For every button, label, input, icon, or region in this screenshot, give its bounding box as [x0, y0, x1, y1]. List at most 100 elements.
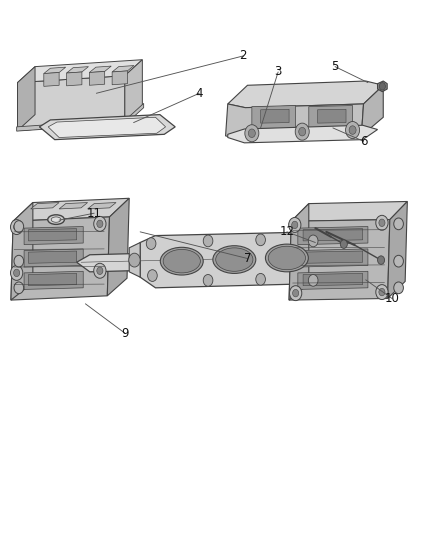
Ellipse shape: [51, 217, 61, 222]
Ellipse shape: [265, 244, 308, 272]
Polygon shape: [388, 201, 407, 298]
Polygon shape: [289, 220, 390, 300]
Circle shape: [378, 256, 385, 264]
Polygon shape: [44, 72, 59, 86]
Circle shape: [148, 270, 157, 281]
Polygon shape: [309, 106, 353, 129]
Circle shape: [94, 216, 106, 231]
Polygon shape: [48, 117, 166, 138]
Circle shape: [295, 123, 309, 140]
Polygon shape: [318, 109, 346, 123]
Polygon shape: [298, 227, 368, 245]
Text: 10: 10: [385, 292, 399, 305]
Circle shape: [245, 125, 259, 142]
Polygon shape: [129, 243, 140, 277]
Circle shape: [308, 235, 318, 247]
Polygon shape: [28, 273, 77, 286]
Circle shape: [14, 221, 24, 232]
Circle shape: [379, 219, 385, 227]
Text: 11: 11: [87, 207, 102, 220]
Circle shape: [97, 267, 103, 274]
Circle shape: [146, 238, 156, 249]
Ellipse shape: [215, 248, 253, 271]
Polygon shape: [31, 203, 59, 209]
Circle shape: [289, 217, 301, 232]
Polygon shape: [24, 271, 83, 289]
Polygon shape: [18, 76, 125, 131]
Polygon shape: [67, 72, 82, 86]
Polygon shape: [303, 229, 363, 241]
Polygon shape: [261, 109, 289, 123]
Polygon shape: [298, 271, 368, 289]
Polygon shape: [303, 251, 363, 263]
Polygon shape: [361, 85, 383, 136]
Polygon shape: [303, 273, 363, 286]
Circle shape: [379, 288, 385, 296]
Polygon shape: [298, 249, 368, 267]
Circle shape: [11, 220, 23, 235]
Text: 3: 3: [275, 66, 282, 78]
Text: 12: 12: [279, 225, 294, 238]
Circle shape: [394, 282, 403, 294]
Polygon shape: [24, 227, 83, 245]
Circle shape: [290, 286, 302, 301]
Polygon shape: [17, 103, 144, 131]
Circle shape: [14, 282, 24, 294]
Circle shape: [94, 263, 106, 278]
Circle shape: [340, 240, 347, 248]
Polygon shape: [252, 106, 296, 129]
Polygon shape: [226, 104, 364, 140]
Circle shape: [14, 223, 20, 231]
Polygon shape: [24, 249, 83, 267]
Ellipse shape: [160, 247, 203, 275]
Circle shape: [293, 289, 299, 297]
Text: 6: 6: [360, 135, 367, 148]
Circle shape: [203, 235, 213, 247]
Polygon shape: [77, 252, 221, 272]
Polygon shape: [13, 198, 129, 221]
Polygon shape: [18, 112, 125, 131]
Circle shape: [394, 218, 403, 230]
Polygon shape: [89, 66, 111, 72]
Ellipse shape: [268, 246, 305, 270]
Polygon shape: [44, 67, 66, 74]
Circle shape: [256, 234, 265, 246]
Text: 9: 9: [121, 327, 129, 340]
Polygon shape: [125, 60, 142, 123]
Polygon shape: [112, 66, 134, 72]
Polygon shape: [107, 198, 129, 296]
Polygon shape: [291, 201, 407, 221]
Circle shape: [346, 122, 360, 139]
Polygon shape: [18, 67, 35, 131]
Text: 2: 2: [239, 50, 247, 62]
Polygon shape: [67, 67, 88, 73]
Circle shape: [299, 127, 306, 136]
Polygon shape: [39, 115, 175, 140]
Polygon shape: [11, 217, 110, 300]
Circle shape: [349, 126, 356, 134]
Polygon shape: [11, 203, 33, 300]
Polygon shape: [289, 204, 309, 300]
Polygon shape: [228, 125, 378, 143]
Circle shape: [379, 83, 385, 90]
Circle shape: [394, 255, 403, 267]
Ellipse shape: [163, 249, 200, 273]
Circle shape: [308, 274, 318, 286]
Polygon shape: [59, 203, 88, 209]
Polygon shape: [18, 60, 142, 83]
Circle shape: [376, 215, 388, 230]
Polygon shape: [378, 81, 387, 92]
Circle shape: [129, 253, 140, 267]
Polygon shape: [112, 71, 127, 85]
Text: 5: 5: [332, 60, 339, 73]
Ellipse shape: [213, 246, 256, 273]
Circle shape: [14, 255, 24, 267]
Circle shape: [97, 220, 103, 228]
Circle shape: [11, 265, 23, 280]
Polygon shape: [140, 232, 331, 288]
Circle shape: [248, 129, 255, 138]
Circle shape: [256, 273, 265, 285]
Polygon shape: [89, 71, 105, 85]
Polygon shape: [28, 229, 77, 241]
Polygon shape: [28, 251, 77, 263]
